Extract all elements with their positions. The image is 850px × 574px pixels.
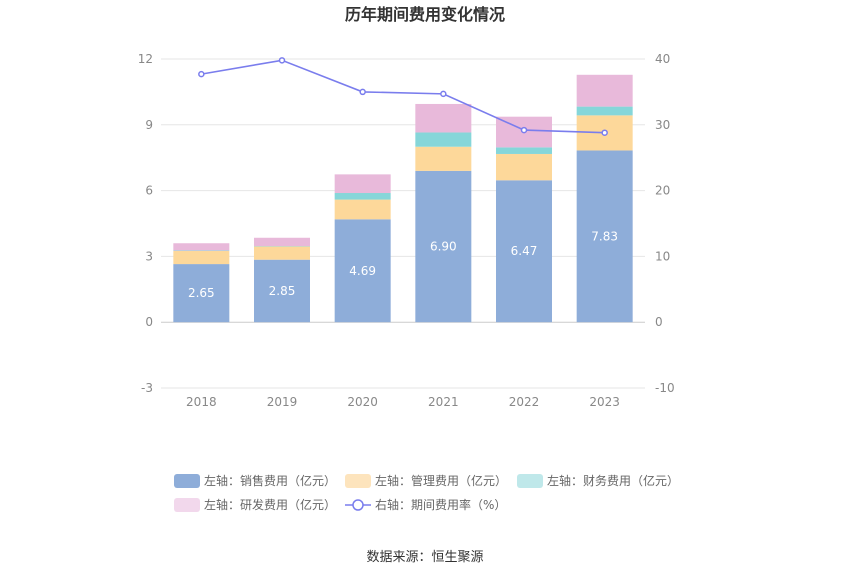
right-tick-label: -10 (655, 381, 675, 395)
right-tick-label: 10 (655, 249, 670, 263)
bar-segment (496, 147, 552, 154)
legend-swatch (174, 498, 200, 512)
left-axis-ticks: -3 0 3 6 9 12 (138, 52, 153, 395)
bar-segment (173, 264, 230, 323)
left-tick-label: 6 (145, 184, 153, 198)
bar-segment (334, 219, 391, 323)
x-tick-label: 2021 (428, 395, 459, 409)
bar-value-label: 4.69 (349, 264, 376, 278)
rate-line-path (201, 59, 605, 134)
x-tick-label: 2023 (589, 395, 620, 409)
legend-swatch (174, 474, 200, 488)
right-tick-label: 20 (655, 184, 670, 198)
left-tick-label: 0 (145, 315, 153, 329)
right-tick-label: 30 (655, 118, 670, 132)
x-axis-ticks: 2018 2019 2020 2021 2022 2023 (186, 395, 620, 409)
bar-segment (173, 250, 230, 265)
legend-label: 左轴：管理费用（亿元） (375, 473, 507, 488)
legend-marker (352, 499, 364, 511)
legend-swatch (517, 474, 543, 488)
right-axis-ticks: -10 0 10 20 30 40 (655, 52, 675, 395)
bar-segment (415, 170, 472, 323)
bar-segment (496, 153, 552, 181)
bar-segment (415, 132, 472, 147)
bar-segment (496, 180, 552, 323)
grid (161, 58, 645, 389)
legend-label: 左轴：财务费用（亿元） (547, 473, 679, 488)
x-tick-label: 2018 (186, 395, 217, 409)
bar-segment (334, 174, 391, 194)
legend-label: 左轴：研发费用（亿元） (204, 497, 336, 512)
rate-point (198, 70, 205, 78)
data-source: 数据来源：恒生聚源 (366, 550, 483, 565)
rate-point (520, 126, 528, 134)
bar-value-label: 2.65 (188, 286, 215, 300)
chart-title: 历年期间费用变化情况 (345, 5, 505, 24)
rate-line (198, 57, 608, 136)
bar-segment (576, 150, 633, 323)
bar-segment (254, 237, 310, 247)
bar-value-label: 6.90 (430, 240, 457, 254)
bar-segment (254, 259, 310, 323)
bar-segment (173, 243, 230, 251)
legend-label: 右轴：期间费用率（%） (375, 497, 506, 512)
left-tick-label: -3 (141, 381, 153, 395)
right-tick-label: 40 (655, 52, 670, 66)
bar-segment (415, 103, 472, 133)
left-tick-label: 3 (145, 249, 153, 263)
rate-point (601, 129, 608, 136)
left-tick-label: 12 (138, 52, 153, 66)
rate-point (359, 88, 366, 96)
bars (173, 74, 633, 323)
legend-label: 左轴：销售费用（亿元） (204, 473, 336, 488)
right-tick-label: 0 (655, 315, 663, 329)
bar-value-label: 6.47 (511, 244, 538, 258)
bar-labels: 2.65 2.85 4.69 6.90 6.47 7.83 (188, 229, 618, 300)
bar-value-label: 2.85 (269, 284, 296, 298)
x-tick-label: 2019 (267, 395, 298, 409)
bar-segment (576, 74, 633, 107)
left-tick-label: 9 (145, 118, 153, 132)
bar-value-label: 7.83 (591, 229, 618, 243)
bar-segment (254, 246, 310, 260)
x-tick-label: 2022 (509, 395, 540, 409)
rate-point (278, 57, 286, 64)
x-tick-label: 2020 (347, 395, 378, 409)
bar-segment (334, 193, 391, 200)
legend-swatch (345, 474, 371, 488)
bar-segment (415, 146, 472, 171)
legend: 左轴：销售费用（亿元） 左轴：管理费用（亿元） 左轴：财务费用（亿元） 左轴：研发费用… (174, 473, 679, 512)
bar-segment (334, 199, 391, 220)
bar-segment (576, 106, 633, 116)
rate-point (440, 90, 447, 98)
